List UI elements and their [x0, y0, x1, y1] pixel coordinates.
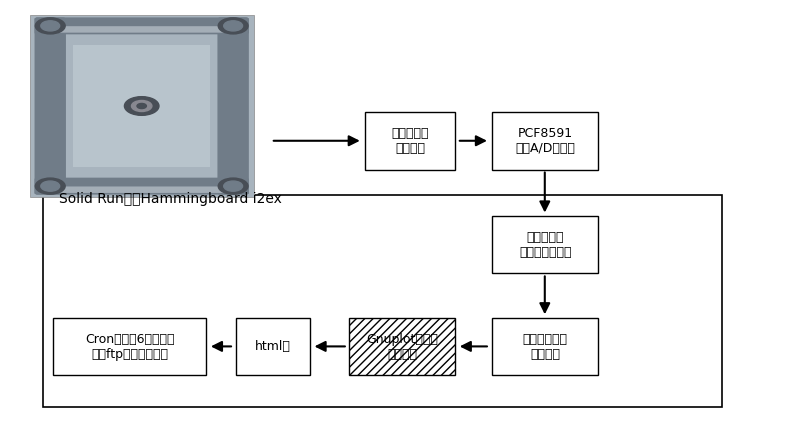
Text: Solid Run社　Hammingboard i2ex: Solid Run社 Hammingboard i2ex [59, 192, 282, 206]
Bar [236, 318, 310, 375]
Circle shape [224, 181, 243, 191]
FancyBboxPatch shape [46, 26, 238, 33]
Circle shape [124, 97, 159, 115]
Circle shape [35, 18, 65, 34]
Circle shape [131, 100, 152, 112]
FancyBboxPatch shape [46, 187, 238, 193]
Text: html化: html化 [255, 340, 290, 353]
Text: Cronにより6時間毎に
自動ftpアップロード: Cronにより6時間毎に 自動ftpアップロード [85, 332, 175, 361]
Text: データ集計
平均値等の計算: データ集計 平均値等の計算 [519, 231, 571, 259]
Circle shape [218, 18, 248, 34]
FancyBboxPatch shape [217, 17, 249, 195]
Bar [30, 15, 254, 197]
Text: データベース
書き込み: データベース 書き込み [523, 332, 568, 361]
FancyBboxPatch shape [35, 178, 249, 195]
FancyBboxPatch shape [35, 17, 249, 34]
Circle shape [41, 181, 60, 191]
Bar [492, 216, 598, 273]
Bar [365, 112, 455, 170]
Text: PCF8591
中菪A/Dボード: PCF8591 中菪A/Dボード [515, 127, 575, 155]
Circle shape [137, 103, 146, 109]
Text: Gnuplotによる
グラフ化: Gnuplotによる グラフ化 [367, 332, 438, 361]
Bar [53, 318, 206, 375]
Circle shape [41, 21, 60, 31]
Bar [492, 112, 598, 170]
Bar [43, 195, 722, 407]
Bar [492, 318, 598, 375]
FancyBboxPatch shape [35, 17, 66, 195]
Circle shape [218, 178, 248, 194]
Circle shape [224, 21, 243, 31]
Circle shape [35, 178, 65, 194]
FancyBboxPatch shape [73, 45, 210, 167]
Text: アクティブ
フィルタ: アクティブ フィルタ [392, 127, 429, 155]
Bar [349, 318, 455, 375]
